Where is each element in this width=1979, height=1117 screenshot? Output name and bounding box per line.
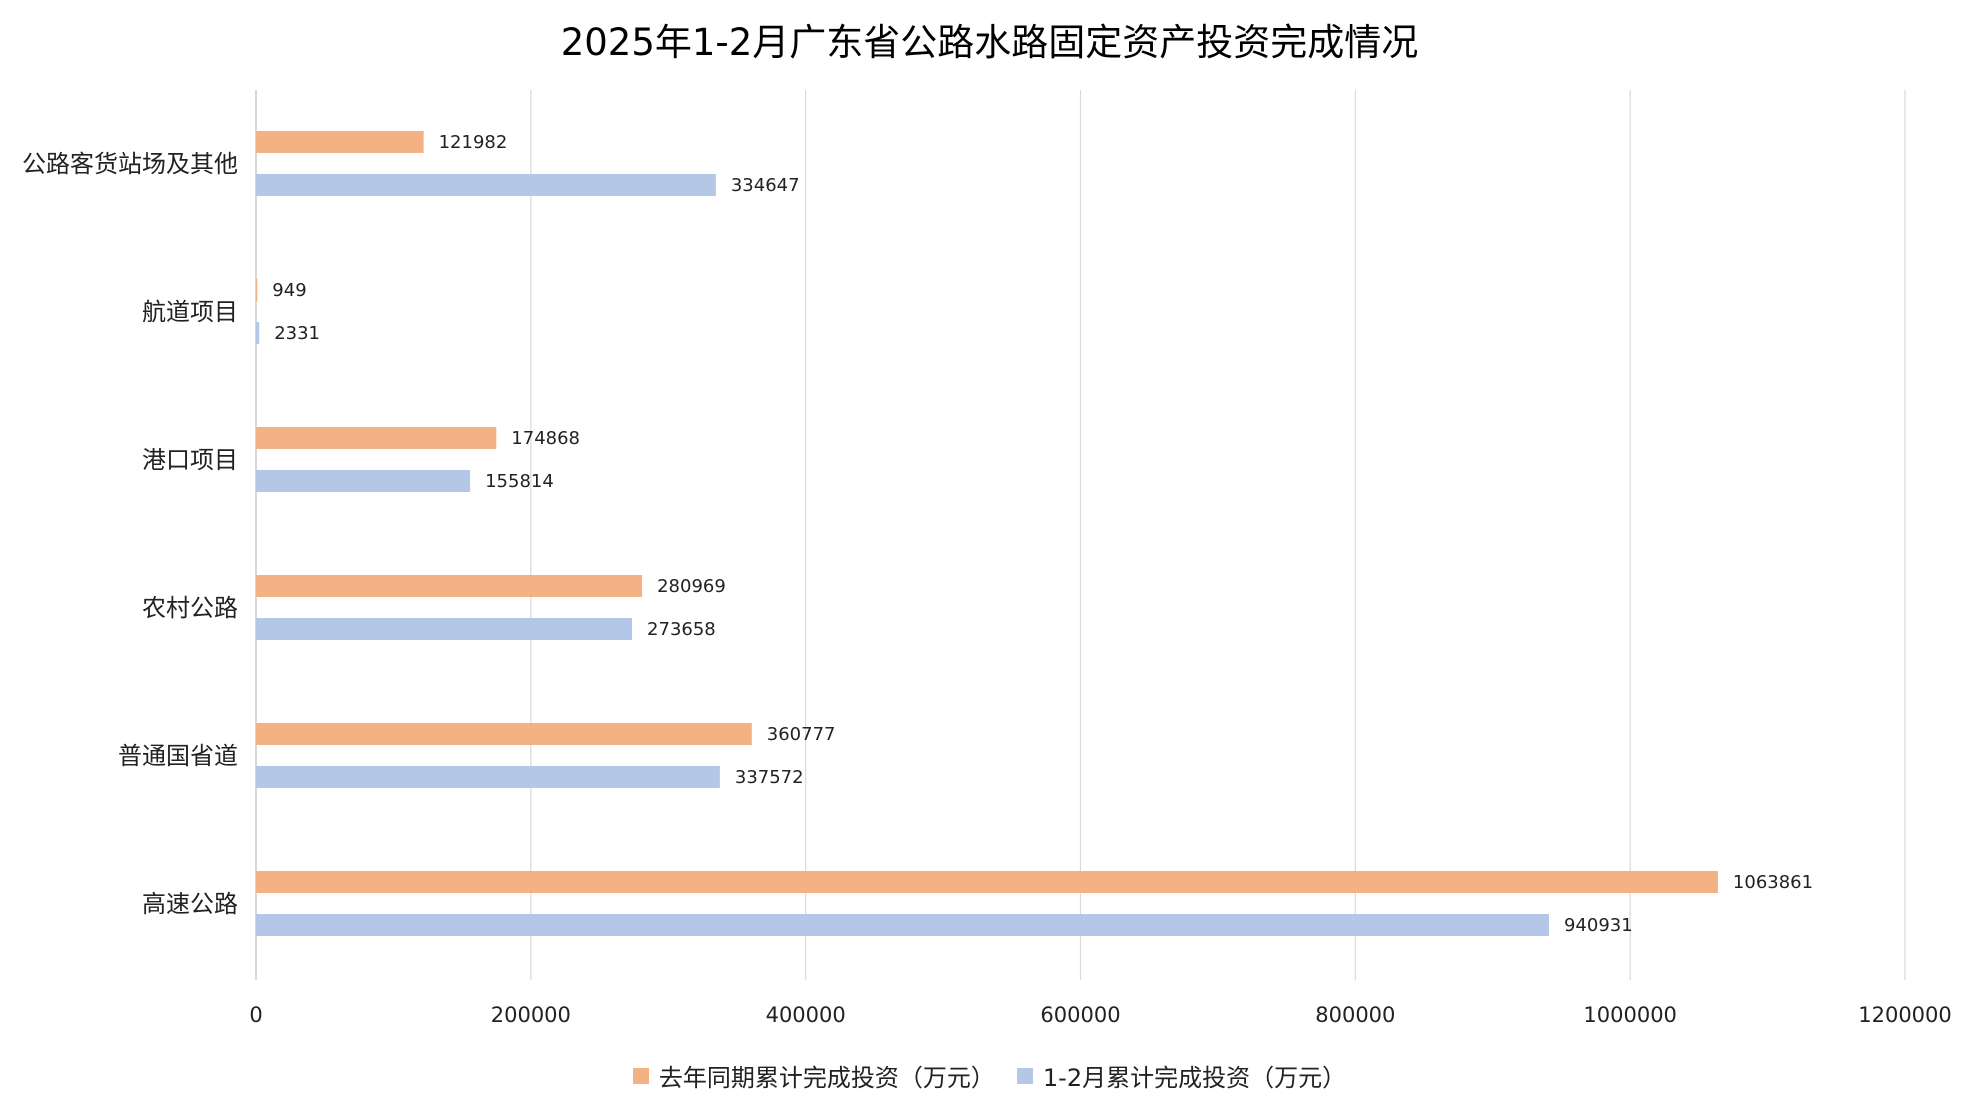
data-label: 360777 bbox=[767, 724, 836, 745]
bar bbox=[256, 470, 471, 492]
category-label: 公路客货站场及其他 bbox=[22, 150, 238, 178]
bar bbox=[256, 575, 643, 597]
bar bbox=[256, 427, 497, 449]
bar bbox=[256, 174, 716, 196]
data-label: 280969 bbox=[657, 576, 726, 597]
bar bbox=[256, 766, 720, 788]
legend-swatch bbox=[1016, 1067, 1033, 1084]
category-label: 普通国省道 bbox=[118, 742, 238, 770]
x-tick-label: 800000 bbox=[1315, 1003, 1395, 1027]
bar bbox=[256, 618, 633, 640]
legend-item: 1-2月累计完成投资（万元） bbox=[1016, 1058, 1347, 1093]
data-label: 334647 bbox=[731, 175, 800, 196]
data-label: 337572 bbox=[735, 767, 804, 788]
data-label: 940931 bbox=[1564, 915, 1633, 936]
category-label: 农村公路 bbox=[142, 594, 238, 622]
bar bbox=[256, 914, 1549, 936]
category-label: 港口项目 bbox=[142, 446, 238, 474]
legend-label: 去年同期累计完成投资（万元） bbox=[658, 1064, 995, 1092]
data-label: 2331 bbox=[274, 323, 320, 344]
bar bbox=[256, 131, 424, 153]
chart-legend: 去年同期累计完成投资（万元） 1-2月累计完成投资（万元） bbox=[0, 1058, 1979, 1093]
data-label: 174868 bbox=[511, 428, 580, 449]
bar-chart: 0 200000 400000 600000 800000 1000000 1200000 公… bbox=[22, 90, 1952, 1027]
x-tick-label: 400000 bbox=[766, 1003, 846, 1027]
data-label: 121982 bbox=[439, 132, 508, 153]
category-label: 航道项目 bbox=[142, 298, 238, 326]
x-tick-label: 1200000 bbox=[1858, 1003, 1952, 1027]
legend-swatch bbox=[632, 1067, 649, 1084]
bar bbox=[256, 279, 258, 301]
category-label: 高速公路 bbox=[142, 890, 238, 918]
data-label: 1063861 bbox=[1733, 872, 1813, 893]
chart-title: 2025年1-2月广东省公路水路固定资产投资完成情况 bbox=[560, 21, 1419, 64]
bar bbox=[256, 871, 1718, 893]
data-label: 273658 bbox=[647, 619, 716, 640]
bar bbox=[256, 723, 752, 745]
data-label: 155814 bbox=[485, 471, 554, 492]
legend-item: 去年同期累计完成投资（万元） bbox=[632, 1058, 995, 1093]
legend-label: 1-2月累计完成投资（万元） bbox=[1042, 1064, 1347, 1092]
x-tick-label: 0 bbox=[249, 1003, 262, 1027]
bar bbox=[256, 322, 260, 344]
x-tick-label: 600000 bbox=[1040, 1003, 1120, 1027]
x-tick-label: 200000 bbox=[491, 1003, 571, 1027]
data-label: 949 bbox=[272, 280, 306, 301]
x-tick-label: 1000000 bbox=[1583, 1003, 1677, 1027]
